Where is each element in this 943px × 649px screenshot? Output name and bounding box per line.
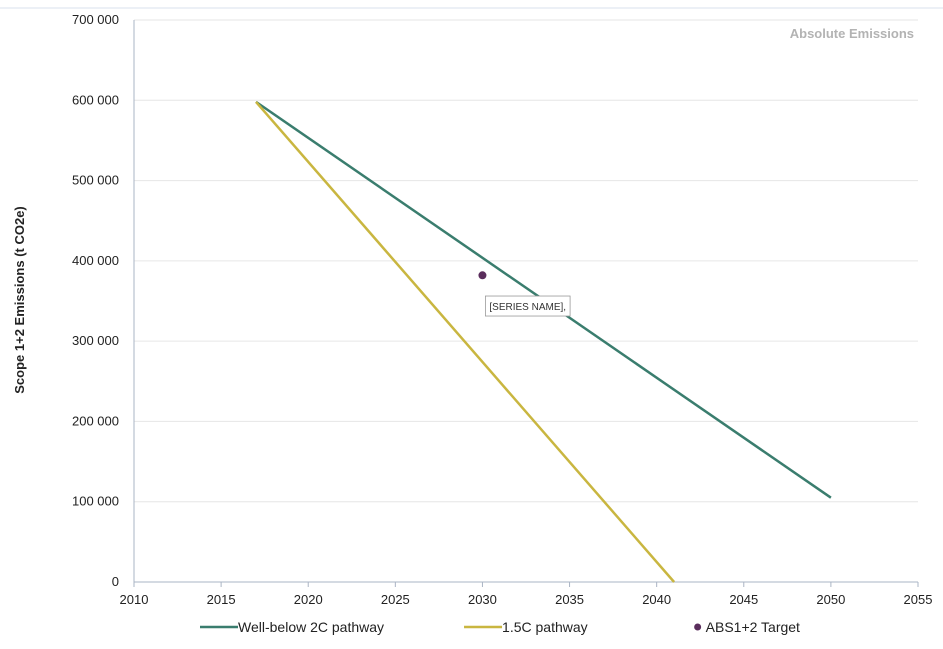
annotation-layer: [SERIES NAME], (484, 295, 571, 317)
x-tick-label: 2010 (120, 592, 149, 607)
annotation-box (484, 295, 571, 317)
x-tick-label: 2050 (816, 592, 845, 607)
y-tick-label: 700 000 (72, 12, 119, 27)
legend-label-well-below-2c-pathway: Well-below 2C pathway (238, 619, 384, 635)
grid-lines (134, 19, 918, 503)
legend: Well-below 2C pathway 1.5C pathway ABS1+2 … (200, 619, 800, 635)
y-tick-label: 0 (112, 574, 119, 589)
y-tick-label: 400 000 (72, 253, 119, 268)
target-point (478, 271, 487, 280)
series-layer (255, 100, 832, 583)
x-tick-label: 2025 (381, 592, 410, 607)
y-tick-label: 200 000 (72, 413, 119, 428)
legend-label-1-5c-pathway: 1.5C pathway (502, 619, 588, 635)
x-tick-label: 2055 (904, 592, 933, 607)
x-tick-label: 2030 (468, 592, 497, 607)
x-tick-label: 2045 (729, 592, 758, 607)
annotation-text: [SERIES NAME], (489, 302, 566, 313)
series-line-1-5c-pathway (255, 101, 676, 583)
y-tick-label: 600 000 (72, 92, 119, 107)
y-tick-label: 300 000 (72, 333, 119, 348)
axes: 0 100 000 200 000 300 000 400 000 500 000 600 … (72, 12, 932, 607)
legend-label-abs1-2-target: ABS1+2 Target (706, 619, 800, 635)
legend-swatch-abs1-2-target (694, 623, 702, 631)
y-tick-label: 100 000 (72, 494, 119, 509)
x-tick-label: 2020 (294, 592, 323, 607)
x-tick-label: 2040 (642, 592, 671, 607)
y-tick-label: 500 000 (72, 173, 119, 188)
chart-title: Absolute Emissions (790, 26, 914, 41)
y-axis-title: Scope 1+2 Emissions (t CO2e) (12, 206, 27, 393)
x-tick-label: 2035 (555, 592, 584, 607)
x-tick-label: 2015 (207, 592, 236, 607)
